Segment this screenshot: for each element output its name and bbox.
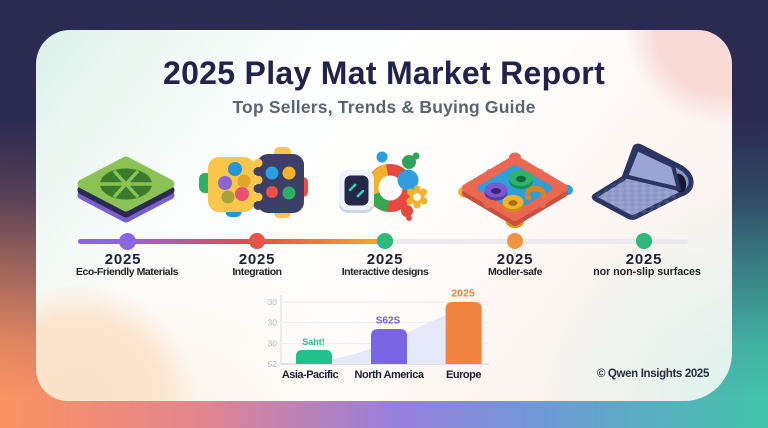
svg-text:2025: 2025 (451, 288, 475, 300)
svg-text:S62S: S62S (376, 316, 401, 327)
svg-text:52: 52 (268, 359, 278, 369)
svg-text:30: 30 (268, 339, 278, 349)
svg-text:Saht!: Saht! (302, 337, 325, 347)
svg-text:30: 30 (268, 297, 278, 307)
svg-text:30: 30 (268, 318, 278, 328)
